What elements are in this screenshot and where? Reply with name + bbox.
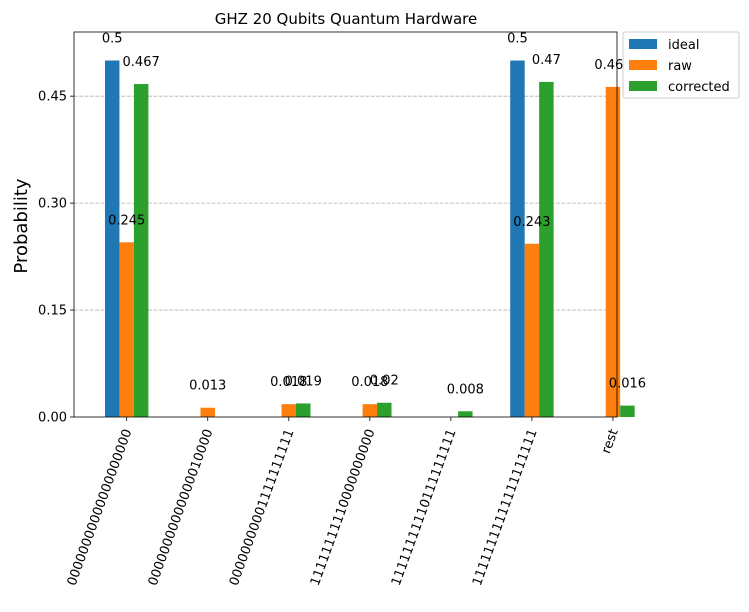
data-label-corrected-0: 0.467 — [123, 55, 160, 70]
chart-title: GHZ 20 Qubits Quantum Hardware — [215, 10, 477, 28]
bar-raw-5 — [524, 243, 540, 417]
bar-corrected-5 — [539, 81, 554, 417]
legend-swatch-corrected — [629, 81, 657, 91]
data-label-raw-2: 0.018 — [270, 375, 307, 390]
data-label-corrected-3: 0.02 — [370, 374, 399, 389]
legend-swatch-raw — [629, 60, 657, 70]
x-tick-label: 11111111111111111111 — [470, 427, 541, 588]
legend-label-raw: raw — [668, 59, 692, 74]
data-label-raw-0: 0.245 — [108, 213, 145, 228]
data-label-raw-3: 0.018 — [351, 375, 388, 390]
x-tick-label: 00000000000000000000 — [65, 427, 136, 588]
bar-corrected-6 — [620, 405, 635, 417]
bar-raw-3 — [362, 404, 378, 417]
x-tick-label: 00000000000000010000 — [146, 427, 217, 588]
y-tick-label: 0.30 — [38, 197, 67, 212]
y-axis-label: Probability — [11, 178, 32, 273]
data-label-raw-1: 0.013 — [189, 379, 226, 394]
data-label-corrected-2: 0.019 — [285, 374, 322, 389]
x-tick-label: 00000000001111111111 — [227, 427, 298, 588]
x-tick-label: 11111111110111111111 — [389, 427, 460, 588]
bar-ideal-5 — [510, 60, 525, 417]
bars — [104, 60, 635, 418]
data-label-corrected-6: 0.016 — [609, 377, 646, 392]
bar-corrected-0 — [133, 84, 149, 417]
legend-label-corrected: corrected — [668, 80, 730, 95]
y-tick-label: 0.00 — [38, 411, 67, 426]
data-label-corrected-5: 0.47 — [532, 53, 561, 68]
bar-ideal-0 — [104, 60, 120, 417]
bar-corrected-4 — [458, 411, 473, 417]
legend-label-ideal: ideal — [668, 38, 699, 53]
bar-raw-1 — [200, 407, 215, 417]
legend-swatch-ideal — [629, 39, 657, 49]
y-tick-label: 0.45 — [38, 90, 67, 105]
x-tick-label: rest — [599, 427, 622, 456]
bar-corrected-3 — [377, 402, 392, 417]
y-tick-label: 0.15 — [38, 304, 67, 319]
data-label-ideal-0: 0.5 — [102, 32, 123, 47]
bar-raw-6 — [605, 86, 621, 418]
bar-raw-0 — [119, 242, 134, 417]
bar-corrected-2 — [296, 403, 311, 417]
legend: ideal raw corrected — [622, 31, 740, 99]
bar-raw-2 — [281, 404, 297, 417]
x-tick-label: 11111111110000000000 — [308, 427, 379, 588]
data-label-ideal-5: 0.5 — [507, 32, 528, 47]
plot-frame — [73, 31, 618, 418]
data-label-raw-5: 0.243 — [513, 215, 550, 230]
data-label-raw-6: 0.463 — [594, 58, 631, 73]
data-label-corrected-4: 0.008 — [447, 382, 484, 397]
